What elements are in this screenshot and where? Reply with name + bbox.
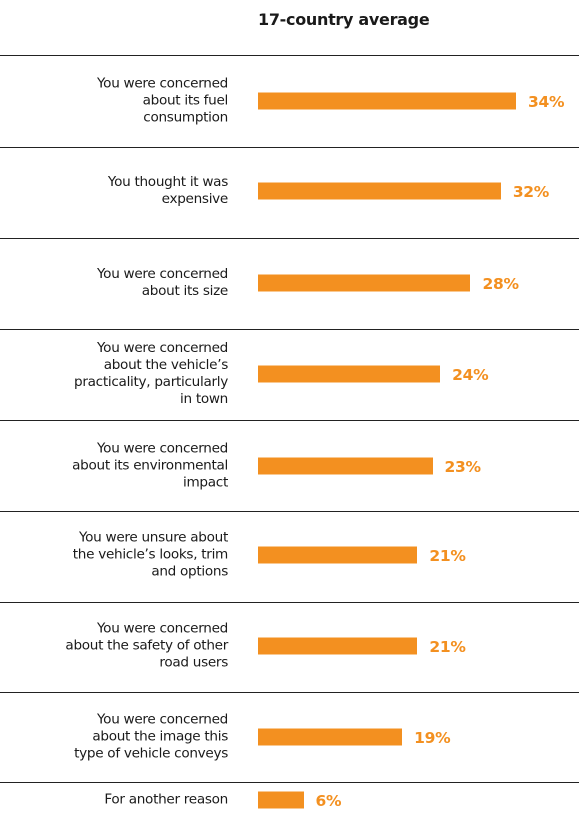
- bar: [258, 457, 433, 475]
- bar: [258, 182, 501, 200]
- value-label: 24%: [452, 366, 489, 384]
- row-divider: [0, 238, 579, 239]
- row-divider: [0, 55, 579, 56]
- row-divider: [0, 511, 579, 512]
- bar: [258, 274, 471, 292]
- row-divider: [0, 147, 579, 148]
- bar: [258, 728, 403, 746]
- category-label: You were concerned about its size: [96, 266, 228, 299]
- value-label: 32%: [512, 183, 550, 201]
- row-divider: [0, 329, 579, 330]
- value-label: 28%: [482, 275, 519, 293]
- bar: [258, 791, 304, 809]
- category-label: For another reason: [104, 791, 228, 808]
- category-label: You were concerned about its environment…: [72, 440, 228, 491]
- row-divider: [0, 782, 579, 783]
- row-divider: [0, 602, 579, 603]
- row-divider: [0, 420, 579, 421]
- value-label: 23%: [444, 458, 482, 476]
- value-label: 34%: [528, 93, 565, 111]
- bar: [258, 365, 441, 383]
- bar: [258, 546, 418, 564]
- category-label: You were concerned about the safety of o…: [65, 620, 228, 671]
- value-label: 6%: [315, 792, 342, 810]
- value-label: 21%: [429, 547, 466, 565]
- value-label: 21%: [429, 638, 466, 656]
- value-label: 19%: [414, 729, 451, 747]
- chart-title: 17-country average: [258, 10, 430, 29]
- category-label: You were concerned about the vehicle’s p…: [74, 340, 228, 407]
- bar: [258, 637, 418, 655]
- bar: [258, 92, 516, 110]
- category-label: You were concerned about the image this …: [74, 711, 228, 762]
- category-label: You were concerned about its fuel consum…: [96, 75, 228, 126]
- category-label: You were unsure about the vehicle’s look…: [72, 529, 229, 580]
- category-label: You thought it was expensive: [107, 174, 228, 207]
- row-divider: [0, 692, 579, 693]
